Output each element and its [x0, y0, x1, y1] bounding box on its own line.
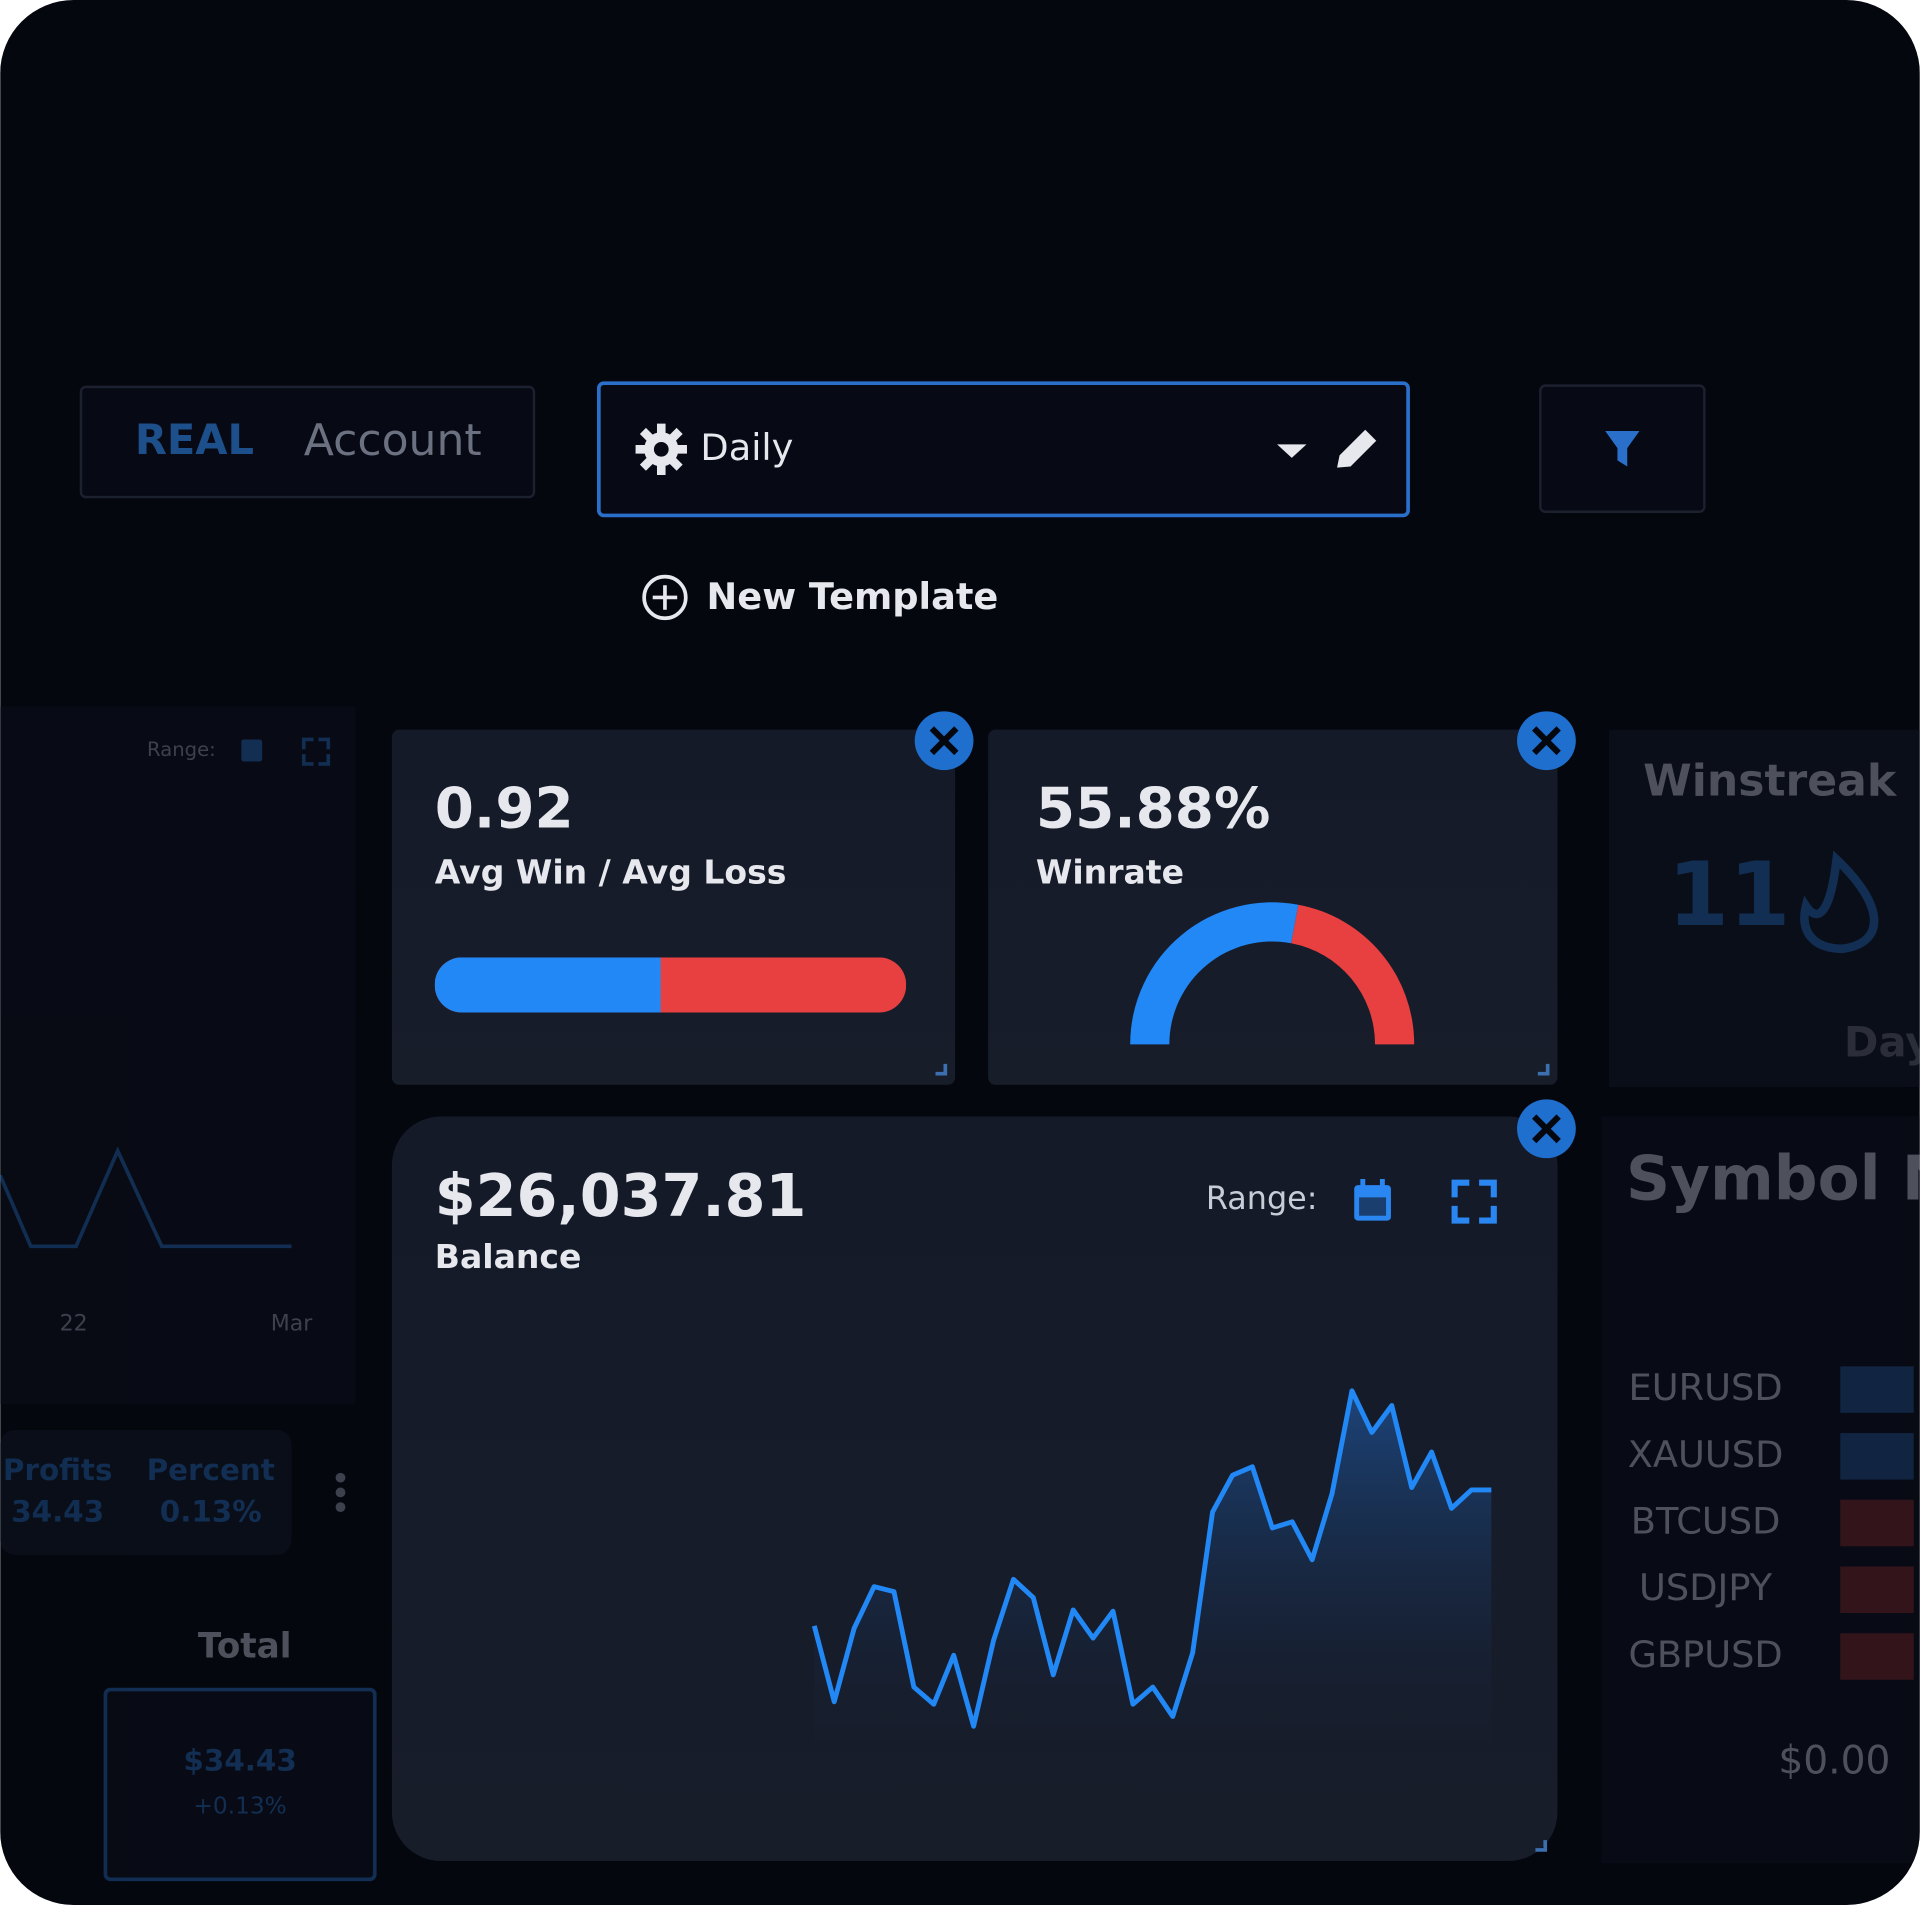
- ratio-label: Avg Win / Avg Loss: [435, 853, 787, 892]
- range-label: Range:: [147, 738, 216, 761]
- resize-handles[interactable]: [935, 1063, 1550, 1852]
- edit-icon[interactable]: [1337, 429, 1377, 468]
- right-panels: Winstreak 11 Day Symbol N $0.00 EURUSD XA…: [1601, 729, 1920, 1864]
- symbol-name: GBPUSD: [1628, 1633, 1782, 1676]
- close-buttons: [914, 711, 1576, 1159]
- percent-value: 0.13%: [160, 1495, 262, 1529]
- calendar-icon[interactable]: [1354, 1178, 1391, 1221]
- close-button[interactable]: [1517, 1099, 1576, 1159]
- account-label: Account: [304, 415, 482, 466]
- symbol-bar: [1840, 1633, 1914, 1680]
- symbol-name: XAUUSD: [1628, 1433, 1784, 1476]
- winstreak-value: 11: [1668, 843, 1791, 946]
- close-button[interactable]: [914, 711, 974, 771]
- ratio-bar: [434, 957, 907, 1013]
- template-name: Daily: [700, 426, 793, 469]
- winstreak-card: Winstreak 11 Day: [1608, 729, 1920, 1088]
- stats-box: [0, 1429, 292, 1555]
- left-card: [0, 706, 356, 1405]
- gauge-loss: [1291, 904, 1415, 1045]
- balance-line: [811, 1388, 1492, 1729]
- symbol-bar: [1840, 1433, 1914, 1480]
- profits-label: Profits: [3, 1453, 112, 1487]
- percent-label: Percent: [147, 1453, 275, 1487]
- symbol-bar: [1840, 1499, 1914, 1547]
- symbol-name: BTCUSD: [1631, 1500, 1781, 1543]
- more-icon[interactable]: [335, 1472, 346, 1513]
- profits-value: 34.43: [11, 1495, 104, 1529]
- expand-icon[interactable]: [301, 737, 331, 766]
- flame-icon: [1800, 850, 1879, 954]
- gauge-win: [1130, 902, 1299, 1045]
- total-label: Total: [198, 1626, 292, 1666]
- x-label: Mar: [271, 1312, 313, 1337]
- left-panel: Range: 22 Mar Profits 34.43 Percent 0.13…: [0, 706, 377, 1882]
- x-label: 22: [60, 1312, 88, 1337]
- expand-icon[interactable]: [1451, 1179, 1497, 1224]
- total-box: [103, 1687, 377, 1882]
- symbol-name: EURUSD: [1629, 1366, 1783, 1409]
- symbol-total: $0.00: [1778, 1738, 1890, 1783]
- balance-label: Balance: [435, 1237, 582, 1276]
- total-value: $34.43: [183, 1743, 296, 1777]
- balance-chart: [811, 1388, 1492, 1770]
- winstreak-unit: Day: [1844, 1018, 1920, 1067]
- winstreak-label: Winstreak: [1643, 756, 1898, 807]
- ratio-value: 0.92: [435, 776, 574, 841]
- winrate-value: 55.88%: [1036, 776, 1270, 841]
- calendar-icon[interactable]: [241, 739, 263, 762]
- total-change: +0.13%: [193, 1793, 286, 1820]
- symbol-bar: [1840, 1366, 1914, 1413]
- filter-icon: [1605, 430, 1640, 467]
- caret-icon[interactable]: [1277, 444, 1307, 458]
- winrate-gauge: [1130, 902, 1415, 1045]
- winrate-label: Winrate: [1036, 853, 1184, 892]
- symbol-title: Symbol N: [1626, 1143, 1920, 1214]
- balance-area: [814, 1390, 1492, 1770]
- symbol-card: Symbol N $0.00 EURUSD XAUUSD BTCUSD USDJPY G…: [1601, 1116, 1920, 1864]
- symbol-bar: [1840, 1566, 1914, 1614]
- range-label: Range:: [1206, 1179, 1318, 1217]
- card: [1601, 1116, 1920, 1864]
- mini-line: [0, 1146, 292, 1249]
- symbol-name: USDJPY: [1639, 1566, 1773, 1609]
- win-segment: [434, 957, 661, 1013]
- new-template-label: New Template: [707, 575, 999, 618]
- account-type: REAL: [135, 415, 254, 464]
- gear-icon: [635, 423, 687, 476]
- template-select[interactable]: [596, 381, 1410, 518]
- account-toggle[interactable]: [79, 385, 536, 499]
- close-button[interactable]: [1517, 711, 1576, 771]
- balance-value: $26,037.81: [435, 1161, 807, 1230]
- new-template-button[interactable]: New Template: [642, 574, 999, 621]
